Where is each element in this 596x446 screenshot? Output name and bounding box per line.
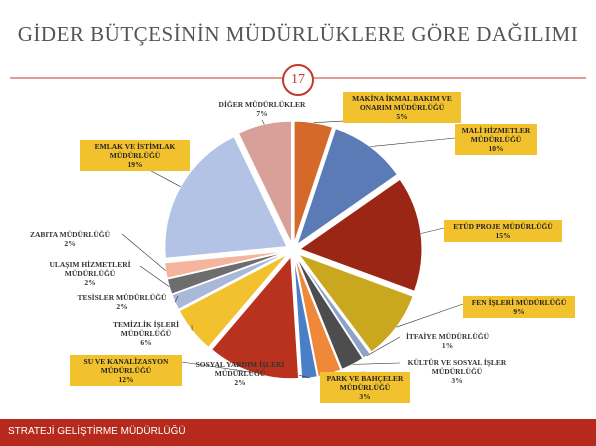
value-label: 6% — [140, 338, 152, 347]
category-label: FEN İŞLERİ MÜDÜRLÜĞÜ — [471, 298, 567, 307]
value-label: 2% — [234, 378, 246, 387]
category-label: TESİSLER MÜDÜRLÜĞÜ — [77, 293, 167, 302]
value-label: 5% — [396, 112, 408, 121]
category-label: SU VE KANALİZASYON MÜDÜRLÜĞÜ — [83, 357, 169, 375]
leader-line — [181, 361, 253, 373]
data-label: ULAŞIM HİZMETLERİ MÜDÜRLÜĞÜ 2% — [40, 258, 140, 289]
data-label: KÜLTÜR VE SOSYAL İŞLER MÜDÜRLÜĞÜ 3% — [398, 356, 516, 387]
data-label: SU VE KANALİZASYON MÜDÜRLÜĞÜ 12% — [70, 355, 182, 386]
pie-slice — [211, 255, 300, 380]
leader-line — [352, 362, 401, 365]
category-label: KÜLTÜR VE SOSYAL İŞLER MÜDÜRLÜĞÜ — [407, 358, 507, 376]
leader-line — [121, 233, 166, 271]
category-label: MALİ HİZMETLER MÜDÜRLÜĞÜ — [461, 126, 531, 144]
category-label: ZABITA MÜDÜRLÜĞÜ — [29, 230, 111, 239]
value-label: 3% — [451, 376, 463, 385]
footer: STRATEJİ GELİŞTİRME MÜDÜRLÜĞÜ — [0, 419, 596, 446]
value-label: 3% — [359, 392, 371, 401]
data-label: FEN İŞLERİ MÜDÜRLÜĞÜ 9% — [463, 296, 575, 318]
category-label: TEMİZLİK İŞLERİ MÜDÜRLÜĞÜ — [112, 320, 180, 338]
chart-title: GİDER BÜTÇESİNİN MÜDÜRLÜKLERE GÖRE DAĞIL… — [17, 22, 579, 46]
page-number: 17 — [282, 64, 314, 96]
value-label: 2% — [84, 278, 96, 287]
value-label: 1% — [441, 341, 454, 350]
pie-slice — [237, 120, 292, 244]
value-label: 12% — [118, 375, 134, 384]
leader-line — [370, 137, 456, 147]
pie-slice — [295, 255, 364, 370]
leader-line — [261, 119, 265, 125]
category-label: SOSYAL YARDIM İŞLERİ MÜDÜRLÜĞÜ — [195, 360, 285, 378]
pie-slice — [293, 120, 334, 244]
value-label: 9% — [513, 307, 525, 316]
category-label: ULAŞIM HİZMETLERİ MÜDÜRLÜĞÜ — [49, 260, 131, 278]
category-label: MAKİNA İKMAL BAKIM VE ONARIM MÜDÜRLÜĞÜ — [352, 94, 452, 112]
pie-slice — [164, 250, 287, 279]
category-label: ETÜD PROJE MÜDÜRLÜĞÜ — [453, 222, 553, 231]
data-label: ZABITA MÜDÜRLÜĞÜ 2% — [18, 228, 122, 250]
data-label: ETÜD PROJE MÜDÜRLÜĞÜ 15% — [444, 220, 562, 242]
value-label: 7% — [256, 109, 268, 118]
pie-slice — [297, 253, 414, 353]
value-label: 2% — [116, 302, 128, 311]
leader-line — [396, 303, 464, 328]
category-label: PARK VE BAHÇELER MÜDÜRLÜĞÜ — [326, 374, 404, 392]
data-label: SOSYAL YARDIM İŞLERİ MÜDÜRLÜĞÜ 2% — [188, 358, 292, 389]
data-label: DİĞER MÜDÜRLÜKLER 7% — [212, 98, 312, 120]
pie-slice — [178, 253, 288, 348]
value-label: 15% — [495, 231, 511, 240]
data-label: TESİSLER MÜDÜRLÜĞÜ 2% — [66, 291, 178, 313]
leader-line — [139, 265, 170, 287]
data-label: TEMİZLİK İŞLERİ MÜDÜRLÜĞÜ 6% — [100, 318, 192, 349]
value-label: 2% — [64, 239, 76, 248]
pie-slice — [296, 255, 371, 359]
leader-line — [366, 336, 401, 357]
leader-line — [174, 295, 179, 303]
value-label: 10% — [488, 144, 504, 153]
category-label: DİĞER MÜDÜRLÜKLER — [218, 100, 306, 109]
pie-slice — [164, 135, 288, 259]
pie-slice — [298, 178, 423, 292]
data-label: MAKİNA İKMAL BAKIM VE ONARIM MÜDÜRLÜĞÜ 5% — [343, 92, 461, 123]
data-label: MALİ HİZMETLER MÜDÜRLÜĞÜ 10% — [455, 124, 537, 155]
category-label: EMLAK VE İSTİMLAK MÜDÜRLÜĞÜ — [94, 142, 176, 160]
pie-slice — [296, 127, 398, 246]
value-label: 19% — [127, 160, 143, 169]
data-label: İTFAİYE MÜDÜRLÜĞÜ 1% — [395, 330, 500, 352]
data-label: PARK VE BAHÇELER MÜDÜRLÜĞÜ 3% — [320, 372, 410, 403]
leader-line — [420, 227, 445, 234]
data-label: EMLAK VE İSTİMLAK MÜDÜRLÜĞÜ 19% — [80, 140, 190, 171]
category-label: İTFAİYE MÜDÜRLÜĞÜ — [406, 332, 489, 341]
